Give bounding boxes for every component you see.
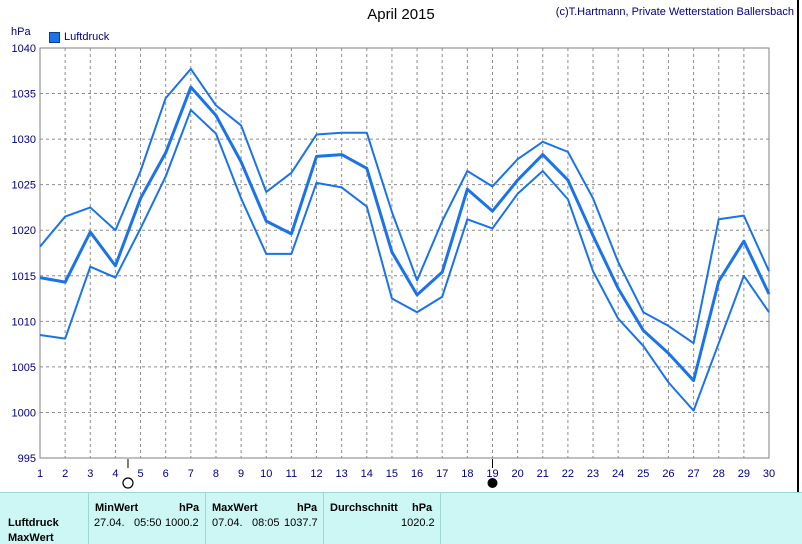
series-line-mean (39, 85, 771, 383)
line-chart: 9951000100510101015102010251030103510401… (12, 43, 775, 489)
min-date: 27.04. (94, 517, 125, 529)
y-tick-label: 1035 (12, 89, 36, 101)
full-moon-icon (122, 477, 134, 489)
x-tick-label: 2 (62, 468, 68, 480)
legend-swatch (49, 31, 60, 43)
min-time: 05:50 (134, 517, 162, 529)
x-tick-label: 28 (713, 468, 725, 480)
y-tick-label: 1025 (12, 180, 36, 192)
x-tick-label: 5 (137, 468, 143, 480)
max-time: 08:05 (252, 517, 280, 529)
y-axis-unit: hPa (11, 26, 31, 38)
x-tick-label: 24 (612, 468, 624, 480)
x-tick-label: 25 (637, 468, 649, 480)
series-line-max (39, 67, 770, 345)
max-date: 07.04. (212, 517, 243, 529)
plot-frame (39, 47, 770, 459)
x-tick-label: 21 (537, 468, 549, 480)
chart-title: April 2015 (367, 6, 435, 23)
x-tick-label: 8 (213, 468, 219, 480)
y-tick-label: 995 (18, 453, 36, 465)
min-value: 1000.2 (165, 517, 199, 529)
x-tick-label: 9 (238, 468, 244, 480)
avg-unit: hPa (412, 502, 433, 514)
row-label-maxwert: MaxWert (8, 532, 54, 544)
legend: Luftdruck (49, 31, 109, 43)
x-tick-label: 12 (310, 468, 322, 480)
x-tick-label: 17 (436, 468, 448, 480)
x-tick-label: 6 (163, 468, 169, 480)
y-tick-label: 1030 (12, 134, 36, 146)
max-column: MaxWert hPa 07.04. 08:05 1037.7 (206, 493, 324, 544)
min-unit: hPa (179, 502, 200, 514)
x-tick-label: 11 (286, 468, 297, 480)
copyright-label: (c)T.Hartmann, Private Wetterstation Bal… (555, 6, 794, 18)
x-tick-label: 27 (687, 468, 699, 480)
max-unit: hPa (297, 502, 318, 514)
min-header: MinWert (95, 502, 139, 514)
avg-value: 1020.2 (401, 517, 435, 529)
y-tick-label: 1040 (12, 43, 36, 55)
chart-area: April 2015 (c)T.Hartmann, Private Wetter… (11, 0, 799, 492)
stats-table: Luftdruck MaxWert MinWert hPa 27.04. 05:… (0, 492, 802, 544)
right-border (797, 0, 799, 492)
x-tick-label: 14 (361, 468, 373, 480)
x-tick-label: 10 (260, 468, 272, 480)
x-tick-label: 22 (562, 468, 574, 480)
min-column: MinWert hPa 27.04. 05:50 1000.2 (89, 493, 206, 544)
x-tick-label: 18 (461, 468, 473, 480)
avg-column: Durchschnitt hPa 1020.2 (324, 493, 441, 544)
x-tick-label: 7 (188, 468, 194, 480)
y-tick-label: 1000 (12, 407, 36, 419)
x-tick-label: 4 (112, 468, 118, 480)
x-tick-label: 1 (37, 468, 43, 480)
y-tick-label: 1005 (12, 362, 36, 374)
x-tick-label: 29 (738, 468, 750, 480)
legend-label: Luftdruck (64, 31, 110, 43)
x-tick-label: 15 (386, 468, 398, 480)
y-tick-label: 1015 (12, 271, 36, 283)
x-tick-label: 23 (587, 468, 599, 480)
new-moon-icon (487, 478, 498, 488)
x-tick-label: 19 (486, 468, 498, 480)
y-tick-label: 1010 (12, 316, 36, 328)
y-tick-label: 1020 (12, 225, 36, 237)
x-tick-label: 13 (336, 468, 348, 480)
series-line-min (39, 108, 770, 412)
stats-label-column: Luftdruck MaxWert (0, 493, 89, 544)
x-tick-label: 3 (87, 468, 93, 480)
x-tick-label: 20 (511, 468, 523, 480)
max-header: MaxWert (212, 502, 258, 514)
x-tick-label: 30 (763, 468, 775, 480)
x-tick-label: 26 (662, 468, 674, 480)
x-tick-label: 16 (411, 468, 423, 480)
row-label-luftdruck: Luftdruck (8, 517, 59, 529)
max-value: 1037.7 (284, 517, 318, 529)
avg-header: Durchschnitt (330, 502, 398, 514)
